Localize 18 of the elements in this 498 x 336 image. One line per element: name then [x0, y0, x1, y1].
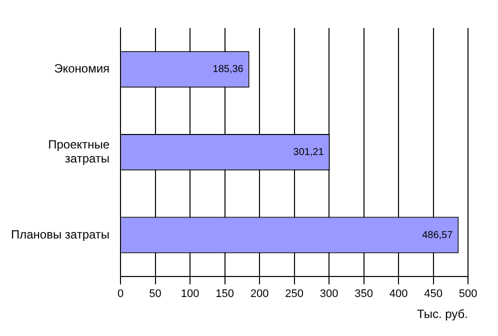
x-tick-label: 400 [389, 288, 408, 300]
x-tick-label: 50 [149, 288, 162, 300]
x-tick-label: 450 [424, 288, 442, 300]
data-label: 301,21 [293, 146, 324, 158]
x-tick-label: 150 [216, 288, 234, 300]
x-tick-label: 0 [117, 288, 124, 300]
y-tick-label: Плановы затраты [10, 227, 110, 242]
y-tick-label: Проектные затраты [48, 137, 110, 166]
data-label: 486,57 [422, 230, 454, 241]
x-tick-label: 350 [354, 288, 373, 300]
x-tick-label: 500 [458, 288, 478, 300]
x-tick-label: 100 [180, 288, 200, 300]
x-tick-label: 200 [250, 288, 269, 300]
x-tick-label: 300 [320, 288, 338, 300]
y-tick-label: Экономия [54, 62, 110, 76]
x-tick-label: 250 [285, 288, 304, 300]
x-axis-title: Тыс. руб. [417, 307, 468, 322]
data-label: 185,36 [212, 64, 244, 76]
